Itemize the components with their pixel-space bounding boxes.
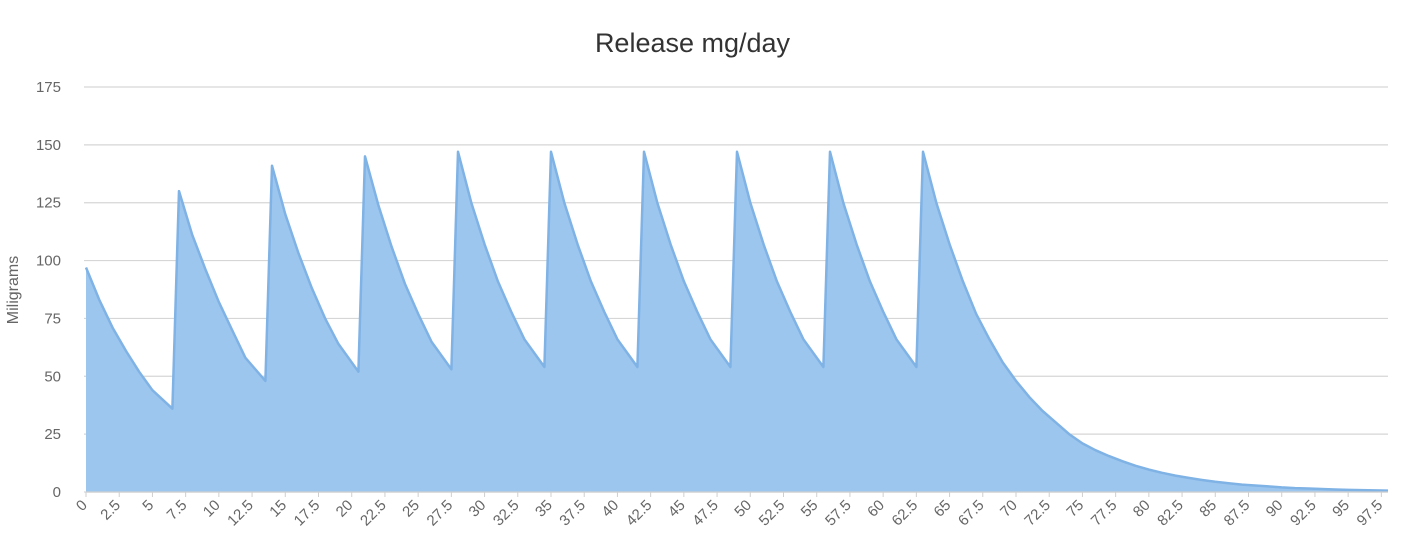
- y-tick-label: 175: [36, 79, 61, 96]
- x-tick-label: 0: [73, 497, 91, 515]
- x-tick-label: 7.5: [164, 497, 191, 524]
- series-line: [84, 150, 1389, 492]
- y-tick-label: 100: [36, 253, 61, 270]
- y-tick-label: 50: [44, 368, 61, 385]
- x-tick-label: 87.5: [1221, 497, 1254, 530]
- x-tick-label: 27.5: [424, 497, 457, 530]
- x-tick-label: 42.5: [623, 497, 656, 530]
- x-tick-label: 55: [798, 497, 822, 521]
- y-tick-label: 150: [36, 137, 61, 154]
- x-tick-label: 92.5: [1287, 497, 1320, 530]
- x-tick-label: 2.5: [97, 497, 124, 524]
- x-tick-label: 32.5: [490, 497, 523, 530]
- x-tick-label: 72.5: [1021, 497, 1054, 530]
- x-tick-label: 67.5: [955, 497, 988, 530]
- x-tick-label: 10: [200, 497, 224, 521]
- x-tick-label: 82.5: [1154, 497, 1187, 530]
- x-tick-label: 12.5: [224, 497, 257, 530]
- x-tick-label: 95: [1329, 497, 1353, 521]
- x-tick-label: 17.5: [291, 497, 324, 530]
- y-tick-label: 25: [44, 426, 61, 443]
- x-tick-label: 85: [1196, 497, 1220, 521]
- x-tick-label: 97.5: [1354, 497, 1387, 530]
- x-tick-label: 57.5: [822, 497, 855, 530]
- x-tick-label: 62.5: [889, 497, 922, 530]
- x-tick-label: 90: [1263, 497, 1287, 521]
- x-tick-label: 20: [333, 497, 357, 521]
- x-tick-label: 45: [665, 497, 689, 521]
- y-tick-label: 75: [44, 310, 61, 327]
- x-tick-label: 22.5: [357, 497, 390, 530]
- x-tick-label: 75: [1063, 497, 1087, 521]
- x-tick-label: 40: [598, 497, 622, 521]
- x-tick-label: 50: [731, 497, 755, 521]
- chart-title: Release mg/day: [594, 28, 791, 58]
- x-tick-label: 52.5: [756, 497, 789, 530]
- x-tick-label: 15: [266, 497, 290, 521]
- x-tick-label: 80: [1130, 497, 1154, 521]
- x-tick-label: 65: [931, 497, 955, 521]
- x-tick-label: 77.5: [1088, 497, 1121, 530]
- x-tick-label: 60: [864, 497, 888, 521]
- x-tick-label: 30: [466, 497, 490, 521]
- x-tick-label: 5: [139, 497, 157, 515]
- y-tick-label: 125: [36, 195, 61, 212]
- x-tick-label: 35: [532, 497, 556, 521]
- x-tick-label: 70: [997, 497, 1021, 521]
- x-tick-label: 25: [399, 497, 423, 521]
- y-tick-label: 0: [53, 484, 61, 501]
- x-tick-label: 47.5: [689, 497, 722, 530]
- x-tick-label: 37.5: [556, 497, 589, 530]
- series-area: [86, 151, 1388, 493]
